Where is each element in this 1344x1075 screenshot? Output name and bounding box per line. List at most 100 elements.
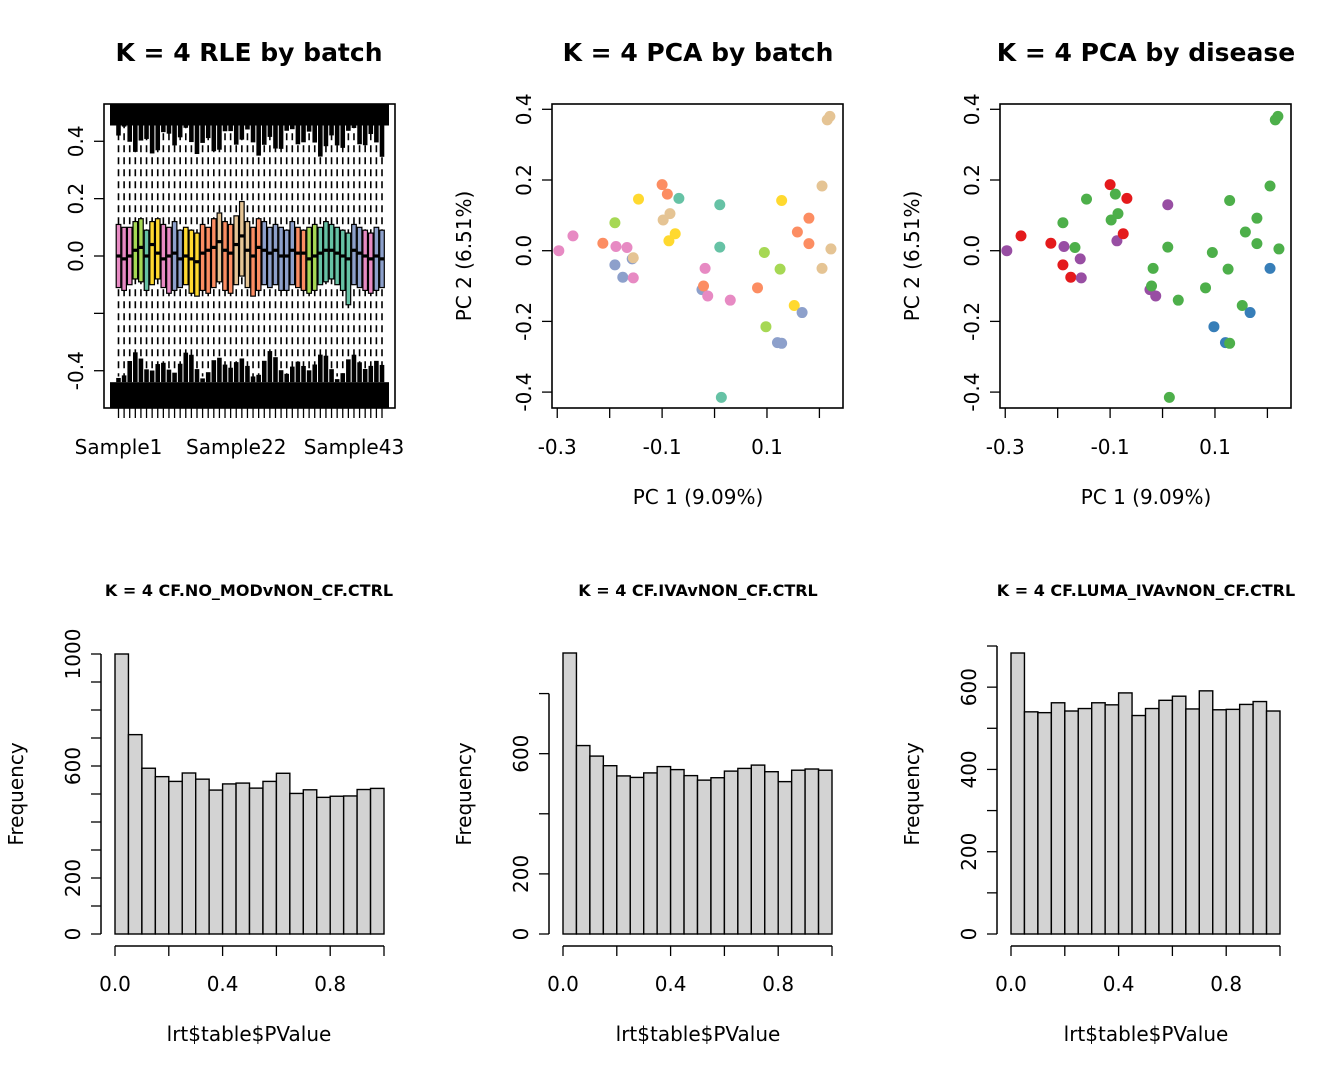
histogram-bar: [643, 772, 658, 935]
y-tick-label: 0.2: [960, 164, 984, 196]
data-point: [597, 237, 609, 249]
outlier-cluster-top: [183, 125, 189, 128]
y-tick-label: -0.2: [512, 302, 536, 341]
sample-box: [295, 226, 301, 289]
sample-box: [210, 218, 217, 289]
outlier-cluster-top: [351, 125, 357, 128]
outlier-cluster-top: [228, 125, 233, 132]
histogram-bar: [289, 792, 305, 935]
hist-iva-title: K = 4 CF.IVAvNON_CF.CTRL: [578, 581, 818, 600]
sample-box: [216, 212, 223, 283]
histogram-bar: [1023, 711, 1039, 935]
outlier-cluster-bottom: [161, 362, 166, 383]
hist-iva-x-label: lrt$table$PValue: [616, 1022, 781, 1046]
sample-box: [266, 226, 273, 289]
histogram-bar: [1144, 707, 1160, 935]
outlier-cluster-bottom: [267, 351, 273, 383]
outlier-cluster-bottom: [312, 364, 318, 383]
outlier-cluster-top: [374, 125, 379, 143]
histogram-bar: [181, 772, 197, 935]
histogram-bar: [262, 780, 278, 935]
data-point: [1074, 253, 1086, 265]
data-point: [825, 243, 837, 255]
sample-box: [199, 223, 206, 292]
panel-pca-by-batch: K = 4 PCA by batch PC 1 (9.09%) PC 2 (6.…: [452, 38, 844, 509]
outlier-cluster-bottom: [295, 361, 301, 383]
outlier-cluster-top: [334, 125, 340, 146]
histogram-bar: [737, 767, 752, 935]
histogram-bar: [316, 796, 331, 935]
hist-luma-iva-bars: [1010, 652, 1281, 935]
hist-luma-iva-axes: 0.0 0.4 0.8 0 200 400 600: [957, 645, 1281, 996]
outlier-cluster-top: [144, 125, 149, 139]
y-tick-label: -0.2: [960, 302, 984, 341]
histogram-bar: [369, 787, 385, 935]
data-point: [1224, 337, 1236, 349]
rle-boxes: [110, 104, 389, 408]
data-point: [627, 252, 639, 264]
outlier-cluster-top: [166, 125, 172, 134]
histogram-bar: [194, 778, 210, 935]
hist-iva-bars: [562, 652, 833, 935]
data-point: [627, 272, 639, 284]
outlier-cluster-top: [312, 125, 318, 143]
x-tick-label: 0.8: [762, 972, 794, 996]
histogram-bar: [629, 776, 645, 935]
data-point: [1273, 243, 1285, 255]
data-point: [1150, 290, 1162, 302]
x-tick-label: -0.3: [538, 435, 577, 459]
histogram-bar: [817, 769, 833, 935]
data-point: [1272, 110, 1284, 122]
outlier-cluster-top: [284, 125, 289, 131]
data-point: [1264, 262, 1276, 274]
sample-box: [194, 232, 200, 297]
outlier-cluster-top: [205, 125, 211, 139]
data-point: [1224, 195, 1236, 207]
y-tick-label: 0.2: [512, 164, 536, 196]
sample-box: [227, 223, 234, 294]
histogram-bar: [750, 764, 766, 935]
sample-box: [143, 229, 150, 292]
x-tick-label: 0.4: [207, 972, 239, 996]
hist-iva-axes: 0.0 0.4 0.8 0 200 600: [509, 692, 833, 996]
outlier-cluster-top: [138, 125, 144, 141]
y-tick-label: -0.4: [64, 351, 88, 390]
outlier-cluster-bottom: [379, 364, 385, 383]
outlier-cluster-bottom: [245, 365, 250, 383]
histogram-bar: [302, 789, 318, 935]
outlier-cluster-bottom: [166, 369, 172, 383]
data-point: [1112, 208, 1124, 220]
panel-rle-by-batch: K = 4 RLE by batch -0.4 0.0 0.2 0.4 Sample1 S…: [64, 38, 404, 459]
outlier-cluster-top: [222, 125, 228, 132]
outlier-cluster-top: [318, 125, 323, 157]
histogram-bar: [114, 653, 130, 935]
outlier-cluster-top: [116, 125, 121, 136]
histogram-bar: [275, 772, 291, 935]
data-point: [1236, 299, 1248, 311]
pca-batch-points: [553, 110, 837, 403]
data-point: [1069, 242, 1081, 254]
data-point: [758, 246, 770, 258]
data-point: [609, 259, 621, 271]
y-tick-label: 0.4: [512, 93, 536, 125]
histogram-bar: [764, 771, 779, 935]
outlier-cluster-bottom: [121, 375, 127, 383]
data-point: [1147, 262, 1159, 274]
pca-disease-y-label: PC 2 (6.51%): [900, 191, 924, 322]
data-point: [1206, 246, 1218, 258]
y-tick-label: 200: [61, 859, 85, 897]
outlier-cluster-bottom: [217, 357, 222, 383]
data-point: [1163, 391, 1175, 403]
sample-box: [334, 226, 341, 286]
histogram-bar: [329, 795, 345, 935]
y-tick-label: 600: [957, 668, 981, 706]
outlier-cluster-bottom: [200, 378, 205, 383]
outlier-cluster-bottom: [144, 369, 149, 383]
sample-box: [233, 215, 240, 286]
data-point: [714, 241, 726, 253]
sample-box: [339, 229, 346, 292]
data-point: [715, 391, 727, 403]
histogram-bar: [1225, 708, 1241, 935]
outlier-cluster-top: [301, 125, 306, 143]
outlier-cluster-top: [217, 125, 222, 150]
